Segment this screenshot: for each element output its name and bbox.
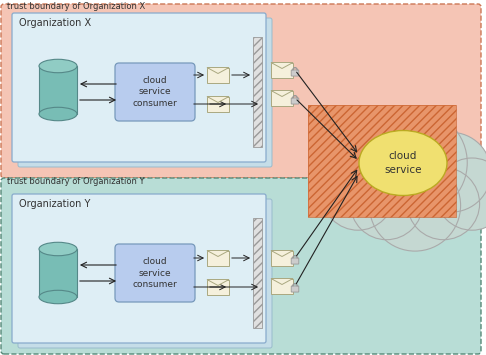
Circle shape bbox=[322, 158, 394, 230]
FancyBboxPatch shape bbox=[12, 194, 266, 343]
Bar bbox=[271, 62, 293, 77]
FancyBboxPatch shape bbox=[18, 199, 272, 348]
FancyBboxPatch shape bbox=[1, 4, 481, 178]
Ellipse shape bbox=[39, 290, 77, 304]
Bar bbox=[308, 105, 456, 217]
FancyBboxPatch shape bbox=[291, 258, 299, 264]
Bar bbox=[207, 279, 229, 295]
Polygon shape bbox=[271, 279, 293, 284]
Ellipse shape bbox=[39, 242, 77, 256]
Circle shape bbox=[407, 168, 480, 240]
Bar bbox=[253, 37, 261, 147]
Text: Organization X: Organization X bbox=[19, 18, 91, 28]
FancyBboxPatch shape bbox=[291, 98, 299, 104]
FancyBboxPatch shape bbox=[291, 286, 299, 292]
Polygon shape bbox=[271, 251, 293, 257]
FancyBboxPatch shape bbox=[291, 70, 299, 76]
Bar bbox=[207, 251, 229, 266]
Text: Organization Y: Organization Y bbox=[19, 199, 90, 209]
Text: trust boundary of Organization Y: trust boundary of Organization Y bbox=[7, 177, 144, 186]
Bar bbox=[308, 105, 456, 217]
Bar bbox=[39, 66, 77, 114]
Bar bbox=[271, 91, 293, 105]
Circle shape bbox=[436, 158, 486, 230]
Ellipse shape bbox=[39, 59, 77, 73]
Bar bbox=[207, 97, 229, 111]
Ellipse shape bbox=[39, 107, 77, 121]
Polygon shape bbox=[207, 67, 229, 73]
Circle shape bbox=[411, 132, 486, 212]
Ellipse shape bbox=[359, 131, 447, 196]
FancyBboxPatch shape bbox=[115, 244, 195, 302]
FancyBboxPatch shape bbox=[12, 13, 266, 162]
Bar bbox=[271, 251, 293, 266]
Circle shape bbox=[350, 168, 423, 240]
FancyBboxPatch shape bbox=[115, 63, 195, 121]
Polygon shape bbox=[207, 97, 229, 103]
Polygon shape bbox=[271, 62, 293, 69]
FancyBboxPatch shape bbox=[1, 178, 481, 354]
Text: cloud
service
consumer: cloud service consumer bbox=[133, 76, 177, 108]
Bar bbox=[207, 67, 229, 82]
Circle shape bbox=[369, 160, 461, 251]
Polygon shape bbox=[207, 279, 229, 285]
Text: cloud
service: cloud service bbox=[384, 151, 422, 175]
Polygon shape bbox=[207, 251, 229, 257]
Circle shape bbox=[363, 110, 467, 215]
FancyBboxPatch shape bbox=[18, 18, 272, 167]
Polygon shape bbox=[271, 91, 293, 97]
Text: trust boundary of Organization X: trust boundary of Organization X bbox=[7, 2, 145, 11]
Bar bbox=[39, 249, 77, 297]
Bar bbox=[253, 218, 261, 328]
Circle shape bbox=[339, 132, 419, 212]
Bar bbox=[271, 279, 293, 294]
Text: cloud
service
consumer: cloud service consumer bbox=[133, 257, 177, 289]
